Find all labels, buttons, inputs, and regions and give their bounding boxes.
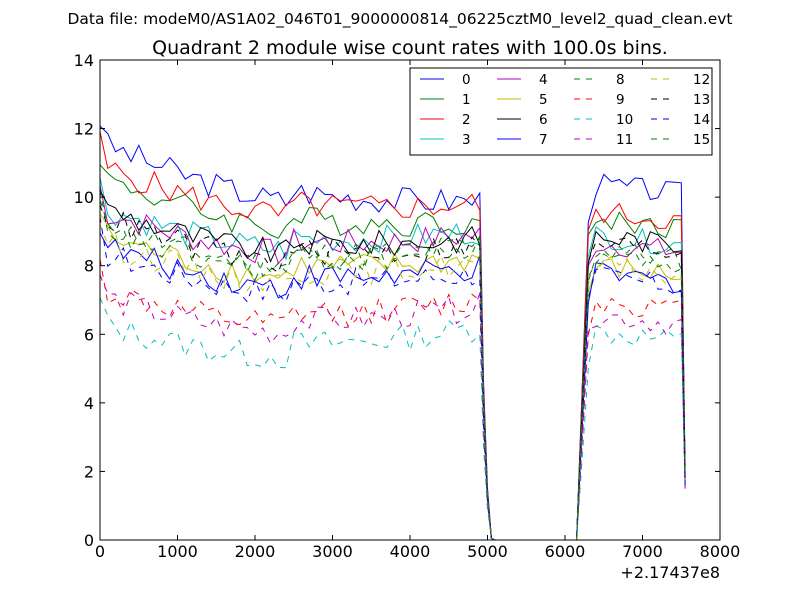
y-tick-label-0: 0 [84, 531, 94, 550]
x-offset-label: +2.17437e8 [620, 563, 720, 582]
legend-label-15: 15 [693, 132, 710, 148]
x-tick-label-5: 5000 [467, 542, 508, 561]
y-tick-label-1: 2 [84, 462, 94, 481]
legend-label-4: 4 [539, 72, 548, 88]
x-tick-label-1: 1000 [157, 542, 198, 561]
legend-label-13: 13 [693, 92, 710, 108]
suptitle: Data file: modeM0/AS1A02_046T01_90000008… [67, 10, 732, 29]
legend-label-7: 7 [539, 132, 548, 148]
series-line-0 [100, 125, 686, 540]
x-tick-label-2: 2000 [235, 542, 276, 561]
x-tick-label-6: 6000 [545, 542, 586, 561]
legend-label-6: 6 [539, 112, 548, 128]
series-line-1 [100, 164, 686, 540]
series-line-13 [100, 204, 686, 540]
legend-label-14: 14 [693, 112, 710, 128]
legend-label-0: 0 [462, 72, 471, 88]
legend-label-11: 11 [616, 132, 633, 148]
x-tick-label-0: 0 [95, 542, 105, 561]
series-line-11 [100, 274, 686, 540]
legend-label-3: 3 [462, 132, 471, 148]
series-layer [100, 125, 686, 540]
legend-label-9: 9 [616, 92, 625, 108]
series-line-15 [100, 200, 686, 540]
series-line-10 [100, 297, 686, 540]
legend-label-12: 12 [693, 72, 710, 88]
y-tick-label-4: 8 [84, 257, 94, 276]
y-tick-label-5: 10 [74, 188, 94, 207]
y-tick-label-2: 4 [84, 394, 94, 413]
y-tick-label-6: 12 [74, 120, 94, 139]
y-tick-label-7: 14 [74, 51, 94, 70]
legend-label-10: 10 [616, 112, 633, 128]
chart-title: Quadrant 2 module wise count rates with … [152, 37, 668, 59]
series-line-4 [100, 185, 686, 540]
legend-label-8: 8 [616, 72, 625, 88]
series-line-12 [100, 224, 686, 540]
x-tick-label-3: 3000 [312, 542, 353, 561]
series-line-8 [100, 189, 686, 540]
legend-label-1: 1 [462, 92, 471, 108]
y-tick-label-3: 6 [84, 325, 94, 344]
series-line-6 [100, 190, 686, 540]
series-line-2 [100, 131, 686, 540]
legend-box [409, 67, 713, 156]
x-tick-label-4: 4000 [390, 542, 431, 561]
ticks-layer: 0 1000 2000 3000 4000 5000 6000 7000 80000246810… [74, 51, 741, 561]
series-line-7 [100, 232, 686, 540]
series-line-14 [100, 216, 686, 540]
legend-label-2: 2 [462, 112, 471, 128]
legend-label-5: 5 [539, 92, 548, 108]
x-tick-label-8: 8000 [700, 542, 741, 561]
x-tick-label-7: 7000 [622, 542, 663, 561]
